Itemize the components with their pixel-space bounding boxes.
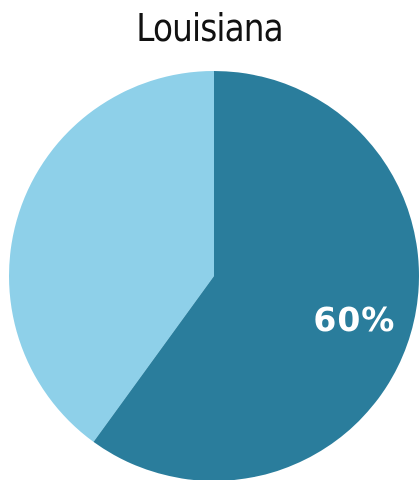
pie-labels: 60% (313, 300, 395, 339)
pie-slices (8, 71, 419, 480)
pie-slice-label-0: 60% (313, 300, 395, 339)
chart-title: Louisiana (136, 6, 283, 50)
pie-slice-0 (93, 71, 419, 480)
pie-slice-1 (8, 71, 215, 442)
